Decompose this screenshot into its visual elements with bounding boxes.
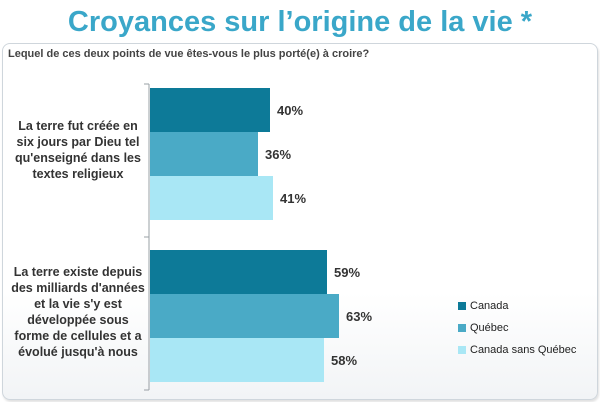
bar-quebec-cat1 (150, 132, 258, 176)
survey-question: Lequel de ces deux points de vue êtes-vo… (8, 48, 370, 60)
legend-item-canada: Canada (458, 300, 576, 312)
legend-item-canada-sans-quebec: Canada sans Québec (458, 344, 576, 356)
data-label-quebec-cat2: 63% (346, 309, 372, 324)
bar-canada-sans-quebec-cat2 (150, 338, 324, 382)
legend-swatch (458, 346, 466, 354)
data-label-quebec-cat1: 36% (265, 147, 291, 162)
data-label-canada-cat2: 59% (334, 265, 360, 280)
legend-item-quebec: Québec (458, 322, 576, 334)
bar-canada-sans-quebec-cat1 (150, 176, 273, 220)
legend-swatch (458, 302, 466, 310)
bar-canada-cat1 (150, 88, 270, 132)
data-label-canada-sans-quebec-cat1: 41% (280, 191, 306, 206)
bar-canada-cat2 (150, 250, 327, 294)
legend-label: Canada (470, 300, 509, 312)
chart-title: Croyances sur l’origine de la vie * (67, 6, 533, 38)
bar-quebec-cat2 (150, 294, 339, 338)
legend-swatch (458, 324, 466, 332)
category-label-evolution: La terre existe depuis des milliards d'a… (11, 265, 145, 359)
data-label-canada-sans-quebec-cat2: 58% (331, 353, 357, 368)
category-label-creation: La terre fut créée en six jours par Dieu… (15, 119, 141, 181)
legend: Canada Québec Canada sans Québec (458, 300, 576, 366)
data-label-canada-cat1: 40% (277, 103, 303, 118)
legend-label: Québec (470, 322, 509, 334)
legend-label: Canada sans Québec (470, 344, 577, 356)
